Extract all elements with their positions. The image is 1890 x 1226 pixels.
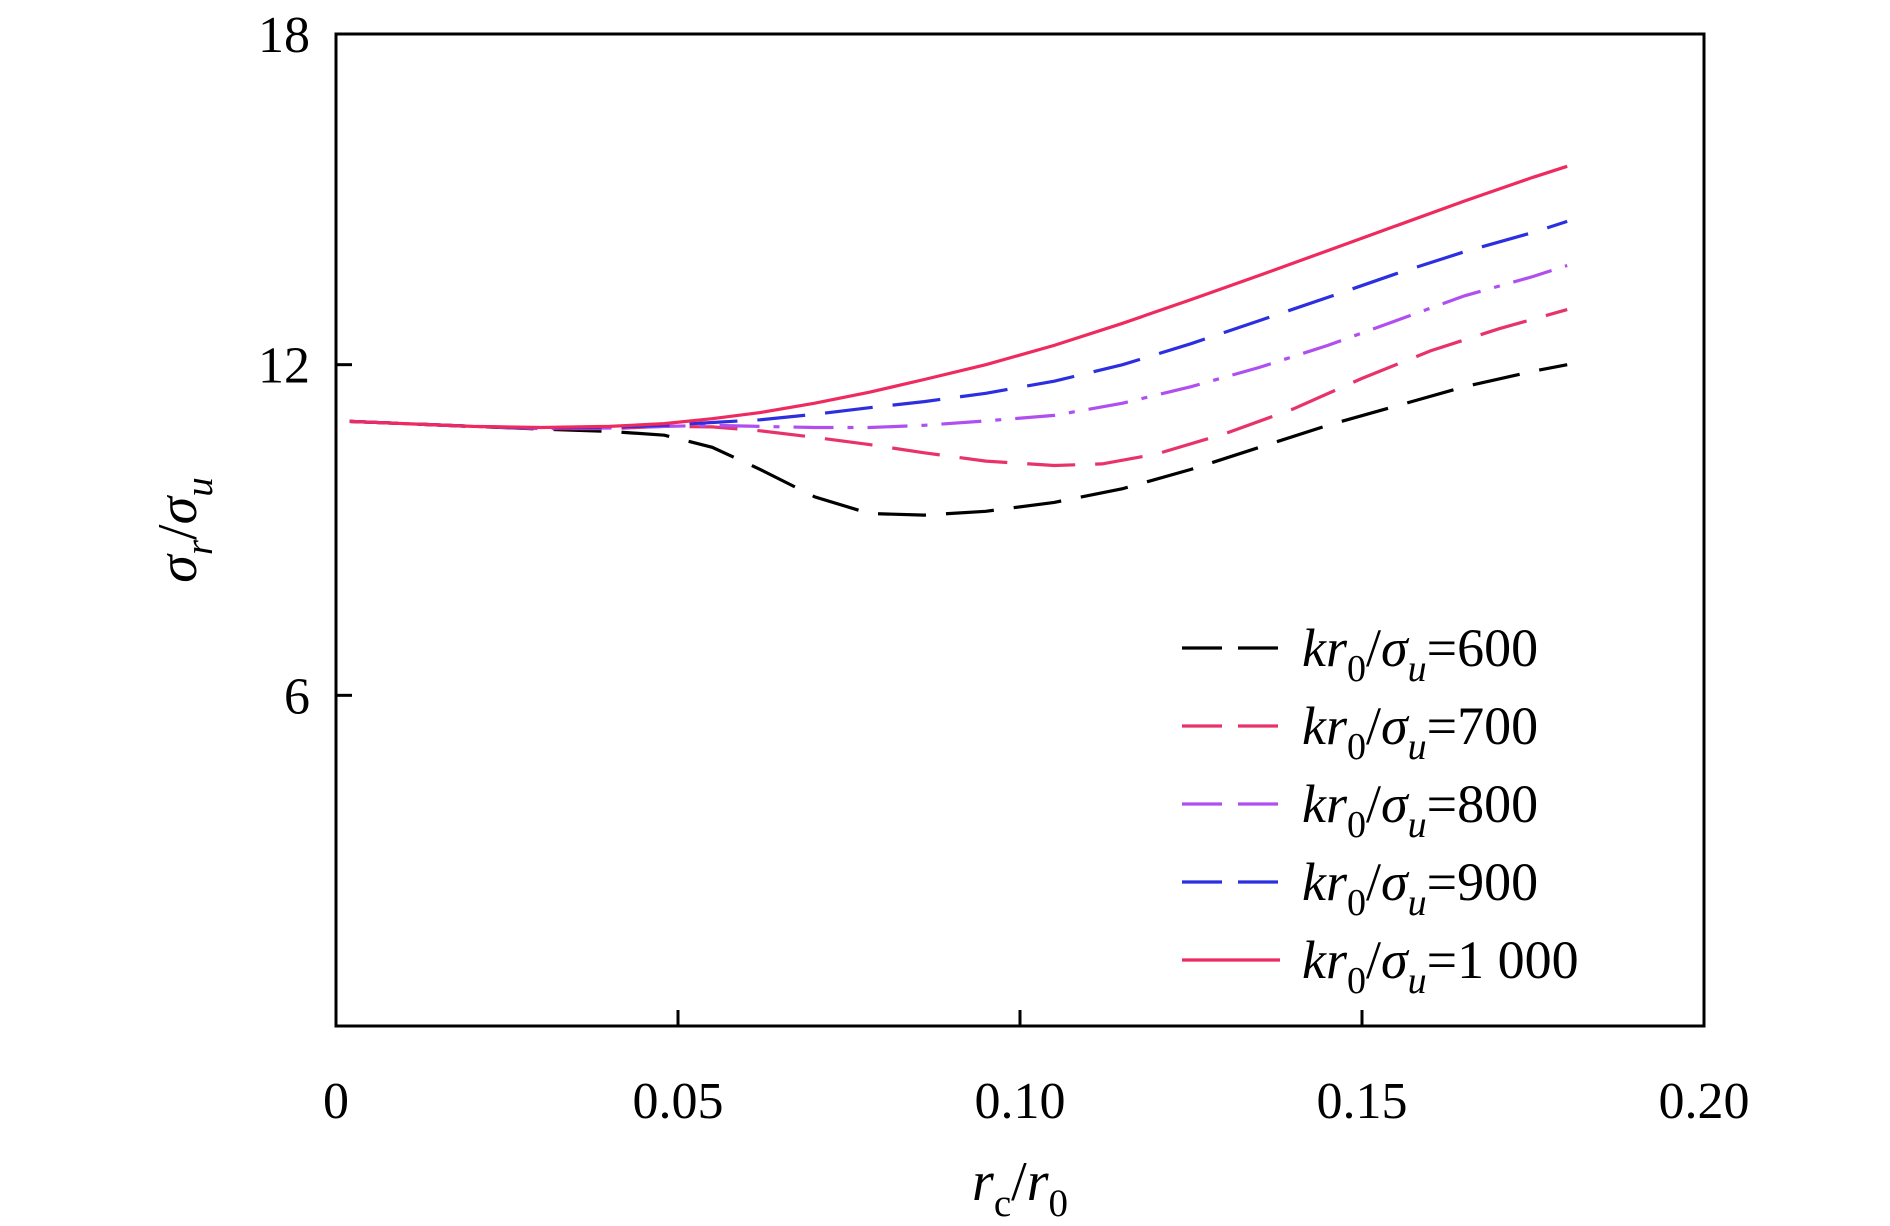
legend-label-1: kr0/σu=700 [1302,696,1538,768]
x-tick-label: 0.10 [975,1073,1066,1130]
axis-ticks: 0 0.05 0.10 0.15 0.20 6 12 18 [258,7,1750,1130]
legend-label-2: kr0/σu=800 [1302,774,1538,846]
y-tick-label: 6 [284,668,310,725]
y-axis-label: σr/σu [147,477,221,583]
series-layer [349,164,1568,517]
y-tick-label: 18 [258,7,310,64]
legend-label-0: kr0/σu=600 [1302,618,1538,690]
legend-label-3: kr0/σu=900 [1302,852,1538,924]
series-line-4 [349,164,1568,430]
x-tick-label: 0.20 [1659,1073,1750,1130]
series-line-0 [349,363,1568,517]
legend-label-4: kr0/σu=1 000 [1302,930,1579,1002]
y-tick-label: 12 [258,338,310,395]
series-line-1 [349,308,1568,468]
x-axis-label: rc/r0 [972,1151,1068,1225]
x-tick-label: 0.05 [633,1073,724,1130]
legend: kr0/σu=600kr0/σu=700kr0/σu=800kr0/σu=900… [1182,618,1579,1002]
series-line-2 [349,263,1568,431]
axis-labels: rc/r0 σr/σu [147,477,1068,1225]
x-tick-label: 0 [323,1073,349,1130]
x-tick-label: 0.15 [1317,1073,1408,1130]
